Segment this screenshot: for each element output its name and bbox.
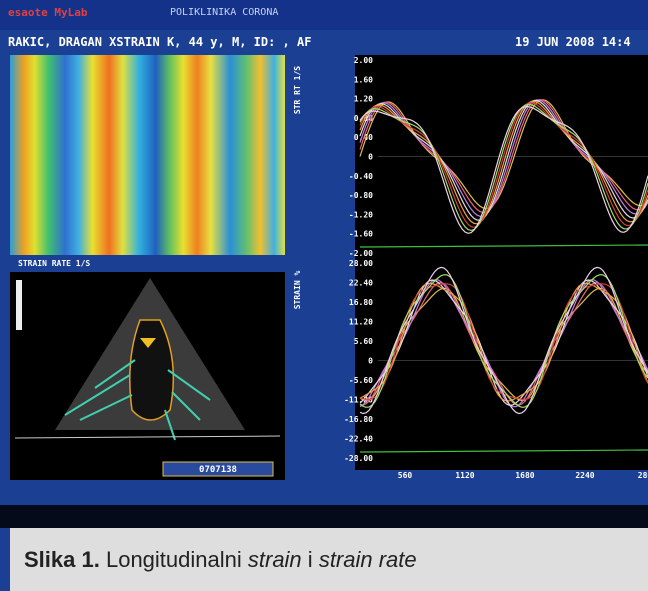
caption-text: i bbox=[308, 547, 313, 572]
strain-rate-heatmap bbox=[10, 55, 285, 255]
y-tick-label: 11.20 bbox=[349, 318, 373, 327]
heatmap-label: STRAIN RATE 1/S bbox=[18, 259, 90, 268]
y-tick-label: -1.20 bbox=[349, 210, 373, 219]
y-tick-label: -0.80 bbox=[349, 191, 373, 200]
y-tick-label: -22.40 bbox=[344, 435, 373, 444]
x-tick-label: 1680 bbox=[515, 471, 534, 480]
y-tick-label: -28.00 bbox=[344, 454, 373, 463]
caption-italic: strain bbox=[248, 547, 302, 572]
patient-info: RAKIC, DRAGAN XSTRAIN K, 44 y, M, ID: , … bbox=[8, 35, 311, 49]
y-tick-label: -1.60 bbox=[349, 230, 373, 239]
y-tick-label: 0 bbox=[368, 357, 373, 366]
y-tick-label: -16.80 bbox=[344, 415, 373, 424]
y-label-top: STR RT 1/S bbox=[293, 66, 302, 114]
date: 19 JUN 2008 14:4 bbox=[515, 35, 631, 49]
ultrasound-screen: esaote MyLab POLIKLINIKA CORONA RAKIC, D… bbox=[0, 0, 648, 528]
y-tick-label: -5.60 bbox=[349, 376, 373, 385]
y-tick-label: 1.20 bbox=[354, 95, 373, 104]
y-label-bottom: STRAIN % bbox=[293, 271, 302, 310]
x-tick-label: 1120 bbox=[455, 471, 474, 480]
x-tick-label: 2240 bbox=[575, 471, 594, 480]
y-tick-label: 16.80 bbox=[349, 298, 373, 307]
caption-text: Longitudinalni bbox=[106, 547, 242, 572]
bottom-bar bbox=[0, 505, 648, 528]
x-tick-label: 560 bbox=[398, 471, 413, 480]
logo: esaote MyLab bbox=[8, 6, 88, 19]
y-tick-label: 22.40 bbox=[349, 279, 373, 288]
y-tick-label: 28.00 bbox=[349, 259, 373, 268]
caption-italic: strain rate bbox=[319, 547, 417, 572]
x-tick-label: 280 bbox=[638, 471, 648, 480]
figure: esaote MyLab POLIKLINIKA CORONA RAKIC, D… bbox=[0, 0, 648, 591]
y-tick-label: -2.00 bbox=[349, 249, 373, 258]
clinic: POLIKLINIKA CORONA bbox=[170, 7, 278, 18]
y-tick-label: -0.40 bbox=[349, 172, 373, 181]
caption-label: Slika 1. bbox=[24, 547, 100, 572]
lv-contour bbox=[130, 320, 174, 420]
caption: Slika 1. Longitudinalni strain i strain … bbox=[10, 528, 648, 591]
y-tick-label: 2.00 bbox=[354, 56, 373, 65]
readout: 0707138 bbox=[199, 465, 237, 475]
top-bar bbox=[0, 0, 648, 30]
y-tick-label: 1.60 bbox=[354, 75, 373, 84]
gray-scale-bar bbox=[16, 280, 22, 330]
y-tick-label: 5.60 bbox=[354, 337, 373, 346]
y-tick-label: 0 bbox=[368, 153, 373, 162]
